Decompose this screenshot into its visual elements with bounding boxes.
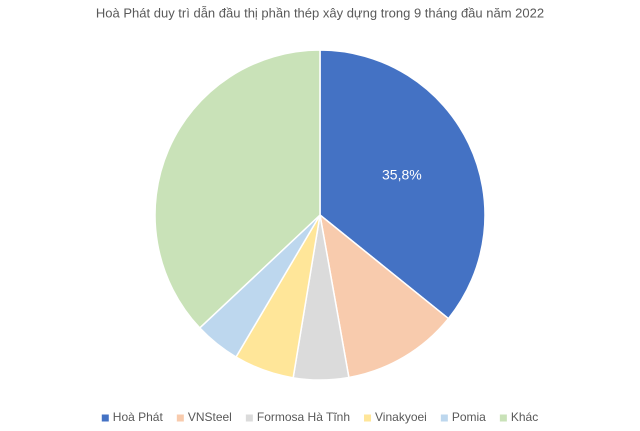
legend-swatch	[101, 414, 109, 422]
pie-slice	[318, 213, 450, 379]
legend-swatch	[499, 414, 507, 422]
legend-swatch	[176, 414, 184, 422]
legend-item: Vinakyoei	[364, 410, 427, 424]
legend-swatch	[440, 414, 448, 422]
legend-label: Khác	[511, 410, 538, 424]
pie: 35,8%	[154, 49, 486, 381]
legend-item: VNSteel	[176, 410, 232, 424]
chart-title: Hoà Phát duy trì dẫn đầu thị phần thép x…	[96, 5, 544, 20]
data-label: 35,8%	[382, 167, 422, 183]
legend-swatch	[245, 414, 253, 422]
legend-label: Formosa Hà Tĩnh	[257, 410, 350, 424]
legend-item: Pomia	[440, 410, 486, 424]
pie-slice	[154, 49, 321, 330]
legend: Hoà Phát VNSteel Formosa Hà Tĩnh Vinakyoei P…	[101, 410, 538, 424]
legend-item: Hoà Phát	[101, 410, 164, 424]
legend-item: Formosa Hà Tĩnh	[245, 410, 350, 424]
pie-slice	[319, 49, 486, 320]
legend-label: Vinakyoei	[375, 410, 427, 424]
legend-label: VNSteel	[188, 410, 232, 424]
legend-label: Pomia	[452, 410, 486, 424]
legend-item: Khác	[499, 410, 538, 424]
legend-label: Hoà Phát	[113, 410, 164, 424]
legend-swatch	[364, 414, 372, 422]
